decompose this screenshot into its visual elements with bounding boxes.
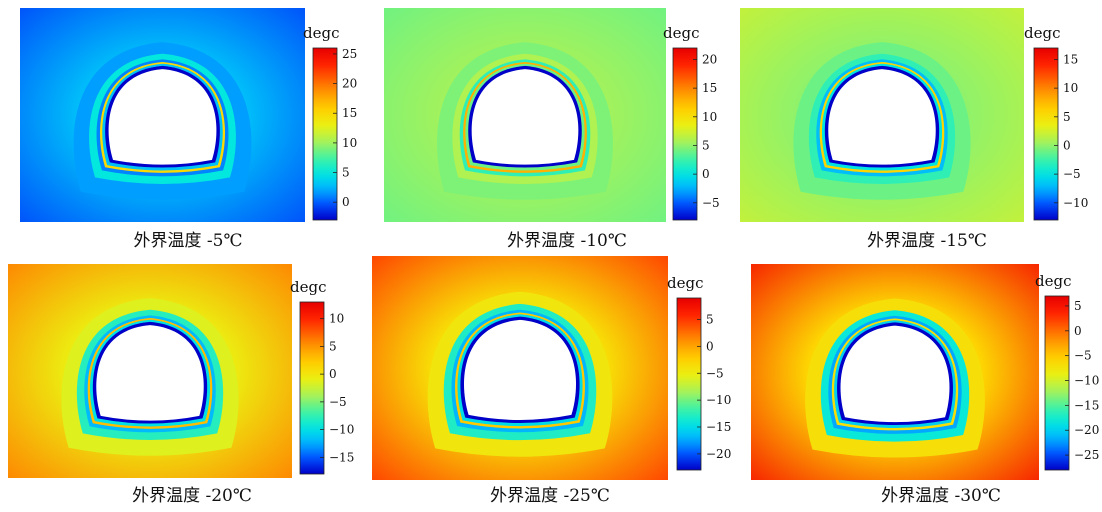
colorbar-tick-label: 0: [329, 367, 337, 381]
colorbar-tick-label: 5: [702, 138, 710, 152]
colorbar-tick-label: −5: [1074, 349, 1092, 363]
tunnel-opening: [96, 325, 204, 421]
colorbar-tick-label: 0: [1074, 324, 1082, 338]
colorbar-tick-label: −15: [706, 420, 731, 434]
tunnel-opening: [463, 319, 577, 420]
tunnel-opening: [828, 69, 936, 165]
temperature-panel-2: degc −5 0 5 10 15 20 外界温度 -10℃: [384, 8, 720, 251]
panel-caption: 外界温度 -5℃: [134, 231, 243, 251]
colorbar-tick-label: 10: [1063, 81, 1078, 95]
colorbar-tick-label: −5: [702, 196, 720, 210]
colorbar-tick-label: 5: [706, 313, 714, 327]
temperature-panel-1: degc 0 5 10 15 20 25 外界温度 -5℃: [20, 8, 357, 251]
panel-caption: 外界温度 -20℃: [132, 486, 252, 506]
panel-caption: 外界温度 -25℃: [490, 486, 610, 506]
colorbar-title: degc: [290, 278, 326, 296]
colorbar: [1044, 295, 1070, 471]
colorbar-tick-label: 20: [342, 77, 357, 91]
colorbar: [1033, 47, 1059, 221]
colorbar-tick-label: 10: [329, 312, 344, 326]
colorbar-tick-label: −10: [1063, 196, 1088, 210]
temperature-panel-4: degc −15 −10 −5 0 5 10 外界温度 -20℃: [8, 264, 354, 506]
tunnel-opening: [108, 69, 217, 165]
colorbar-tick-label: 5: [329, 339, 337, 353]
colorbar-tick-label: 0: [706, 339, 714, 353]
temperature-panel-6: degc −25 −20 −15 −10 −5 0 5 外界温度 -30℃: [751, 264, 1099, 506]
colorbar-tick-label: −10: [329, 423, 354, 437]
colorbar-tick-label: 5: [1063, 110, 1071, 124]
colorbar-tick-label: −10: [1074, 374, 1099, 388]
colorbar-title: degc: [1024, 24, 1060, 42]
colorbar-tick-label: −15: [329, 450, 354, 464]
colorbar-tick-label: −15: [1074, 398, 1099, 412]
temperature-panel-3: degc −10 −5 0 5 10 15 外界温度 -15℃: [740, 8, 1088, 251]
tunnel-opening: [840, 325, 950, 423]
colorbar: [672, 47, 698, 221]
colorbar-tick-label: −25: [1074, 448, 1099, 462]
panel-caption: 外界温度 -15℃: [867, 231, 987, 251]
temperature-panel-5: degc −20 −15 −10 −5 0 5 外界温度 -25℃: [372, 256, 731, 506]
colorbar-title: degc: [663, 24, 699, 42]
colorbar-tick-label: −20: [706, 447, 731, 461]
tunnel-opening: [471, 69, 579, 165]
colorbar-title: degc: [667, 274, 703, 292]
panel-caption: 外界温度 -10℃: [507, 231, 627, 251]
colorbar-tick-label: −5: [329, 395, 347, 409]
colorbar-tick-label: 15: [1063, 52, 1078, 66]
colorbar-tick-label: 5: [1074, 299, 1082, 313]
panel-caption: 外界温度 -30℃: [881, 486, 1001, 506]
colorbar-tick-label: 10: [342, 136, 357, 150]
colorbar-tick-label: 10: [702, 110, 717, 124]
colorbar-tick-label: 20: [702, 52, 717, 66]
colorbar-tick-label: 0: [342, 195, 350, 209]
colorbar: [676, 297, 702, 471]
colorbar-tick-label: 15: [702, 81, 717, 95]
colorbar: [299, 301, 325, 475]
colorbar-tick-label: 0: [702, 167, 710, 181]
colorbar-tick-label: −10: [706, 393, 731, 407]
colorbar-tick-label: 0: [1063, 138, 1071, 152]
colorbar-title: degc: [303, 24, 339, 42]
colorbar-tick-label: −20: [1074, 423, 1099, 437]
colorbar: [312, 47, 338, 221]
colorbar-tick-label: 15: [342, 106, 357, 120]
colorbar-title: degc: [1035, 272, 1071, 290]
colorbar-tick-label: −5: [1063, 167, 1081, 181]
colorbar-tick-label: 5: [342, 166, 350, 180]
colorbar-tick-label: −5: [706, 366, 724, 380]
colorbar-tick-label: 25: [342, 47, 357, 61]
